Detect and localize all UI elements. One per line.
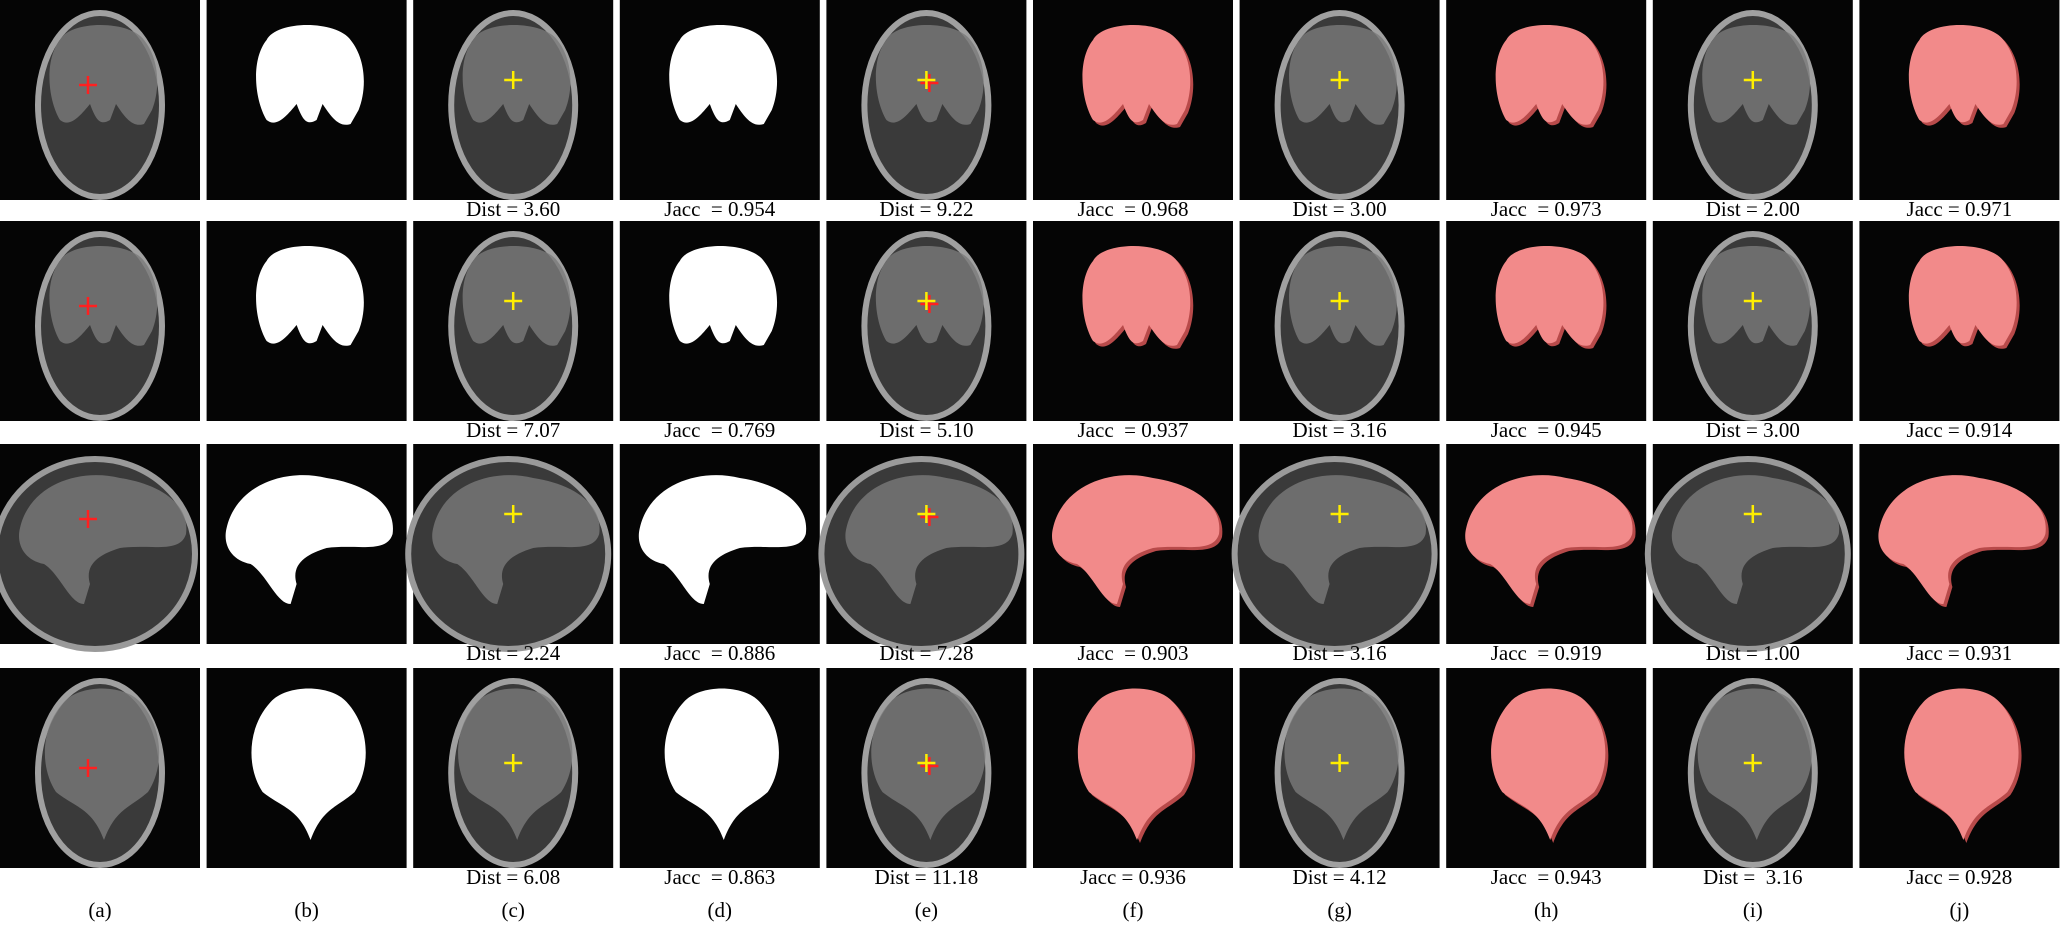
score-label: Jacc = 0.943	[1491, 865, 1602, 889]
score-label: Jacc = 0.914	[1907, 418, 2013, 442]
score-label: Jacc = 0.937	[1078, 418, 1189, 442]
score-label: Dist = 7.07	[466, 418, 560, 442]
score-label: Dist = 2.00	[1706, 197, 1800, 221]
mri-brain	[462, 246, 571, 346]
mri-brain	[1289, 246, 1397, 346]
mask-overlay	[1904, 688, 2019, 840]
mask	[638, 475, 807, 604]
mri-brain	[49, 246, 158, 346]
mask	[225, 475, 393, 604]
mask-overlay	[1495, 25, 1604, 125]
column-caption: (h)	[1534, 898, 1559, 922]
mask-overlay	[1465, 475, 1633, 604]
column-caption: (g)	[1327, 898, 1352, 922]
mri-brain	[432, 475, 600, 604]
mask-overlay	[1495, 246, 1604, 346]
column-caption: (i)	[1743, 898, 1763, 922]
score-label: Jacc = 0.928	[1907, 865, 2013, 889]
mask	[256, 25, 364, 125]
score-label: Jacc = 0.973	[1491, 197, 1602, 221]
mask-overlay	[1908, 25, 2017, 125]
column-caption: (c)	[502, 898, 525, 922]
score-label: Dist = 4.12	[1293, 865, 1387, 889]
score-label: Jacc = 0.919	[1491, 641, 1602, 665]
score-label: Jacc = 0.863	[664, 865, 775, 889]
score-label: Jacc = 0.945	[1491, 418, 1602, 442]
column-caption: (e)	[915, 898, 938, 922]
mri-brain	[1258, 475, 1426, 604]
mask-overlay	[1052, 475, 1220, 604]
score-label: Dist = 1.00	[1706, 641, 1800, 665]
score-label: Dist = 3.16	[1293, 418, 1387, 442]
mri-brain	[1289, 25, 1397, 125]
score-label: Dist = 3.60	[466, 197, 560, 221]
mri-brain	[44, 688, 160, 840]
mask-overlay	[1082, 246, 1191, 346]
mask-overlay	[1878, 475, 2046, 604]
score-label: Dist = 3.00	[1293, 197, 1387, 221]
score-label: Dist = 2.24	[466, 641, 561, 665]
mask	[669, 25, 778, 125]
mask	[669, 246, 778, 346]
mri-brain	[19, 475, 187, 604]
score-label: Dist = 6.08	[466, 865, 560, 889]
score-label: Dist = 5.10	[879, 418, 973, 442]
column-caption: (a)	[88, 898, 111, 922]
score-label: Dist = 11.18	[874, 865, 978, 889]
column-caption: (f)	[1123, 898, 1144, 922]
mask-overlay	[1082, 25, 1191, 125]
score-label: Jacc = 0.903	[1078, 641, 1189, 665]
mri-brain	[1702, 25, 1811, 125]
mask	[664, 688, 779, 840]
score-label: Dist = 3.16	[1293, 641, 1387, 665]
mri-brain	[1671, 475, 1840, 604]
mri-brain	[49, 25, 158, 125]
mask-overlay	[1077, 688, 1193, 840]
score-label: Jacc = 0.886	[664, 641, 775, 665]
mask-overlay	[1908, 246, 2017, 346]
mask	[256, 246, 364, 346]
mri-brain	[845, 475, 1013, 604]
score-label: Jacc = 0.971	[1907, 197, 2013, 221]
score-label: Dist = 9.22	[879, 197, 973, 221]
mri-brain	[462, 25, 571, 125]
column-caption: (j)	[1949, 898, 1969, 922]
mask-overlay	[1491, 688, 1606, 840]
score-label: Dist = 3.16	[1703, 865, 1802, 889]
mri-brain	[1702, 246, 1811, 346]
score-label: Jacc = 0.769	[664, 418, 775, 442]
score-label: Jacc = 0.931	[1907, 641, 2013, 665]
score-label: Dist = 3.00	[1706, 418, 1800, 442]
score-label: Jacc = 0.954	[664, 197, 775, 221]
score-label: Jacc = 0.936	[1080, 865, 1186, 889]
score-label: Jacc = 0.968	[1078, 197, 1189, 221]
score-label: Dist = 7.28	[879, 641, 973, 665]
mask	[251, 688, 366, 840]
column-caption: (d)	[708, 898, 733, 922]
column-caption: (b)	[294, 898, 319, 922]
